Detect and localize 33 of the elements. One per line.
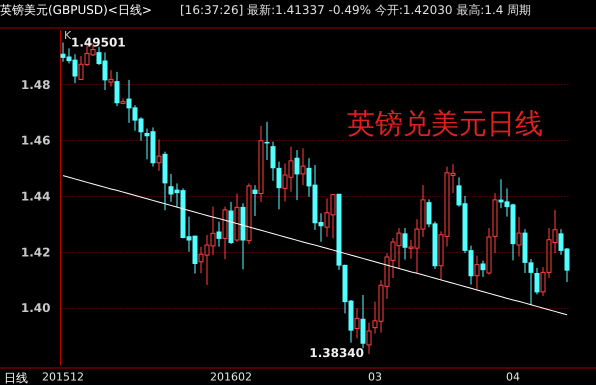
- candlestick: [354, 308, 360, 339]
- y-tick-label: 1.40: [20, 301, 50, 316]
- text: 英镑兑美元日线: [347, 107, 543, 140]
- y-tick-label: 1.42: [20, 245, 50, 260]
- y-tick-label: 1.44: [20, 189, 50, 204]
- x-tick-label: 03: [368, 370, 382, 384]
- candlestick: [534, 267, 540, 295]
- chart-subtitle: 英镑美元(GBPUSD)<日线>: [0, 3, 152, 17]
- candlestick: [360, 294, 366, 349]
- candlestick: [264, 121, 270, 160]
- x-axis-title: 日线: [4, 371, 28, 385]
- annotation: 1.49501: [71, 36, 126, 50]
- y-tick-label: 1.48: [20, 78, 50, 92]
- x-tick-label: 04: [506, 370, 520, 384]
- candlestick: [252, 184, 258, 217]
- annotation: K: [64, 29, 72, 42]
- x-tick-label: 201602: [210, 370, 252, 384]
- candlestick: [474, 255, 480, 290]
- candlestick: [156, 138, 162, 172]
- text: [16:37:26] 最新:1.41337 -0.49% 今开:1.42030 最高:1.4 周期: [180, 3, 532, 17]
- line-series: [62, 175, 568, 316]
- candlestick: [480, 260, 486, 278]
- candlestick: [300, 148, 306, 186]
- candlestick: [108, 70, 114, 88]
- y-tick-label: 1.46: [20, 134, 50, 148]
- candlestick: [216, 221, 222, 248]
- candlestick: [516, 216, 522, 257]
- candlestick: [294, 149, 300, 201]
- annotation: 1.38340: [309, 346, 364, 360]
- candlestick: [402, 228, 408, 260]
- x-tick-label: 201512: [42, 370, 84, 384]
- candlestick: [114, 71, 120, 107]
- candlestick: [366, 322, 372, 354]
